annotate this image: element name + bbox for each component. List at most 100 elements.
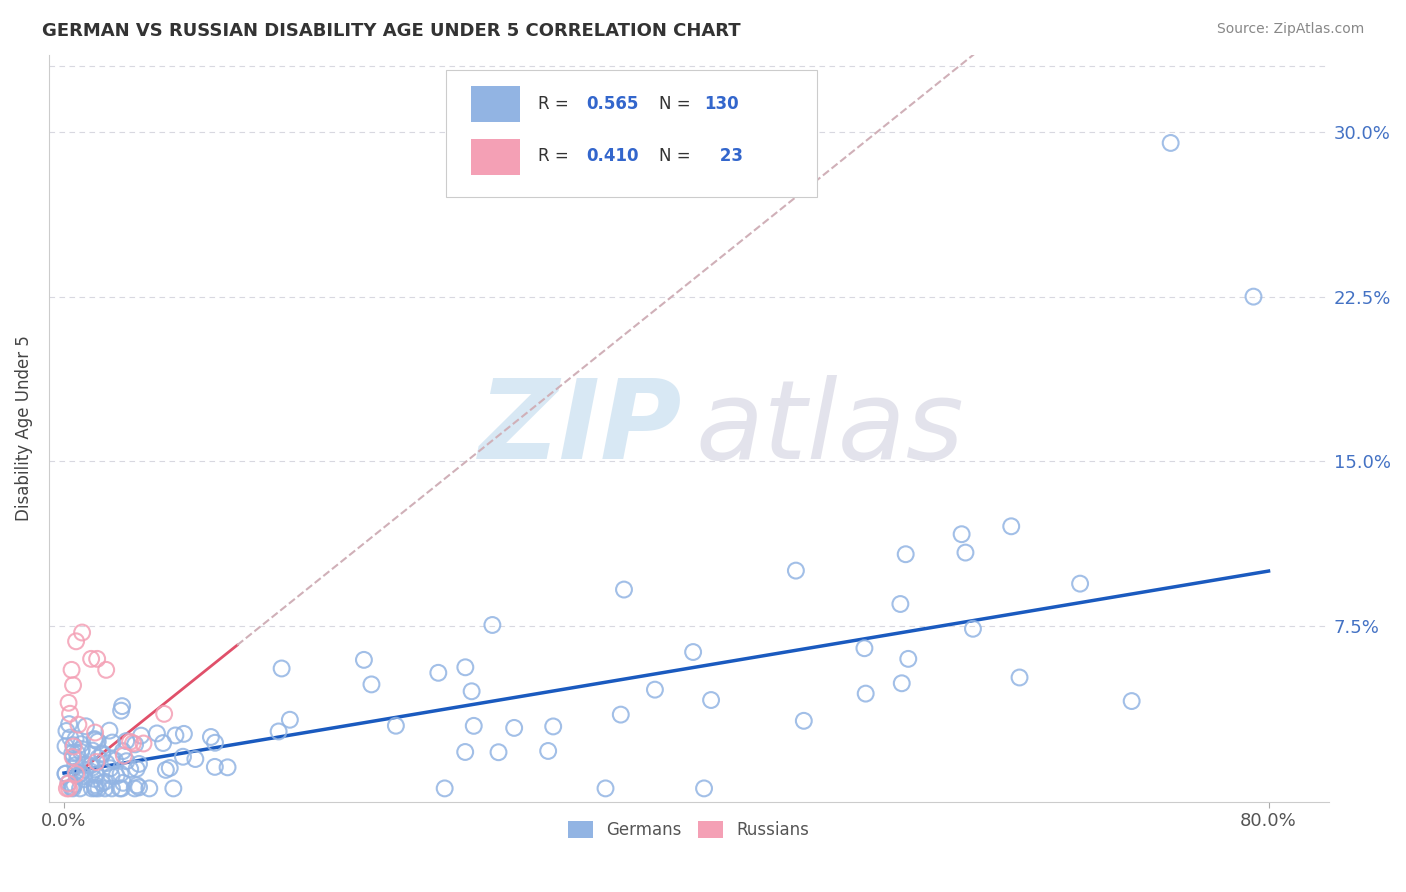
Point: [82, 744, 104, 758]
Point: [108, 781, 131, 796]
Point: [63, 758, 86, 772]
Point: [66, 753, 89, 767]
Point: [84, 781, 107, 796]
Point: [58, 776, 80, 790]
Point: [101, 752, 124, 766]
Point: [79, 758, 101, 772]
Point: [55, 766, 77, 780]
Point: [58, 696, 80, 710]
Bar: [471, 139, 520, 175]
Point: [682, 645, 704, 659]
Point: [58, 781, 80, 796]
Point: [278, 713, 301, 727]
Legend: Germans, Russians: Germans, Russians: [561, 814, 817, 846]
Point: [172, 749, 194, 764]
Point: [433, 781, 456, 796]
Point: [950, 527, 973, 541]
Point: [65, 767, 87, 781]
Point: [463, 719, 485, 733]
Point: [83, 780, 105, 795]
Point: [65, 731, 87, 746]
Text: N =: N =: [659, 147, 696, 165]
Point: [1121, 694, 1143, 708]
Point: [90, 776, 112, 790]
Point: [693, 781, 716, 796]
Point: [62, 780, 84, 794]
Point: [73, 772, 96, 787]
Point: [62, 738, 84, 752]
Point: [184, 752, 207, 766]
Point: [267, 724, 290, 739]
Point: [72, 757, 94, 772]
Point: [955, 545, 977, 559]
Point: [155, 763, 177, 777]
Point: [91, 747, 114, 761]
Point: [1008, 671, 1031, 685]
Point: [96, 756, 118, 770]
Point: [1243, 290, 1265, 304]
Point: [128, 756, 150, 771]
Point: [162, 781, 184, 796]
Point: [610, 707, 633, 722]
Point: [1000, 519, 1022, 533]
Point: [75, 719, 97, 733]
Point: [173, 727, 195, 741]
Point: [70, 625, 93, 640]
Point: [75, 763, 97, 777]
Point: [55, 723, 77, 738]
Point: [204, 736, 226, 750]
Point: [1069, 576, 1091, 591]
Text: 23: 23: [714, 147, 744, 165]
Point: [111, 699, 134, 714]
Point: [70, 742, 93, 756]
Point: [84, 778, 107, 792]
Point: [55, 739, 77, 753]
Point: [66, 769, 89, 783]
Point: [125, 778, 148, 792]
Text: 130: 130: [704, 95, 738, 112]
Point: [87, 734, 110, 748]
Point: [60, 663, 83, 677]
Point: [84, 725, 107, 739]
Point: [454, 660, 477, 674]
Point: [962, 622, 984, 636]
Point: [70, 737, 93, 751]
Point: [96, 663, 118, 677]
Point: [65, 764, 87, 779]
Point: [125, 762, 148, 776]
Point: [270, 661, 292, 675]
FancyBboxPatch shape: [446, 70, 817, 197]
Point: [80, 652, 103, 666]
Point: [889, 597, 911, 611]
Point: [86, 755, 108, 769]
Point: [124, 781, 146, 796]
Point: [65, 634, 87, 648]
Point: [129, 729, 152, 743]
Point: [62, 749, 84, 764]
Point: [503, 721, 526, 735]
Point: [86, 652, 108, 666]
Point: [56, 781, 79, 796]
Point: [105, 769, 128, 783]
Text: N =: N =: [659, 95, 696, 112]
Point: [481, 618, 503, 632]
Point: [644, 682, 666, 697]
Point: [165, 728, 187, 742]
Point: [94, 781, 117, 796]
Point: [128, 780, 150, 795]
Point: [111, 744, 134, 758]
Point: [204, 760, 226, 774]
Point: [94, 774, 117, 789]
Point: [91, 747, 114, 762]
Point: [138, 781, 160, 796]
Point: [70, 745, 93, 759]
Point: [70, 766, 93, 780]
Point: [60, 746, 83, 760]
Point: [200, 730, 222, 744]
Point: [120, 735, 142, 749]
Text: R =: R =: [538, 147, 574, 165]
Point: [101, 781, 124, 796]
Point: [63, 778, 86, 792]
Point: [62, 750, 84, 764]
Text: ZIP: ZIP: [479, 375, 682, 482]
